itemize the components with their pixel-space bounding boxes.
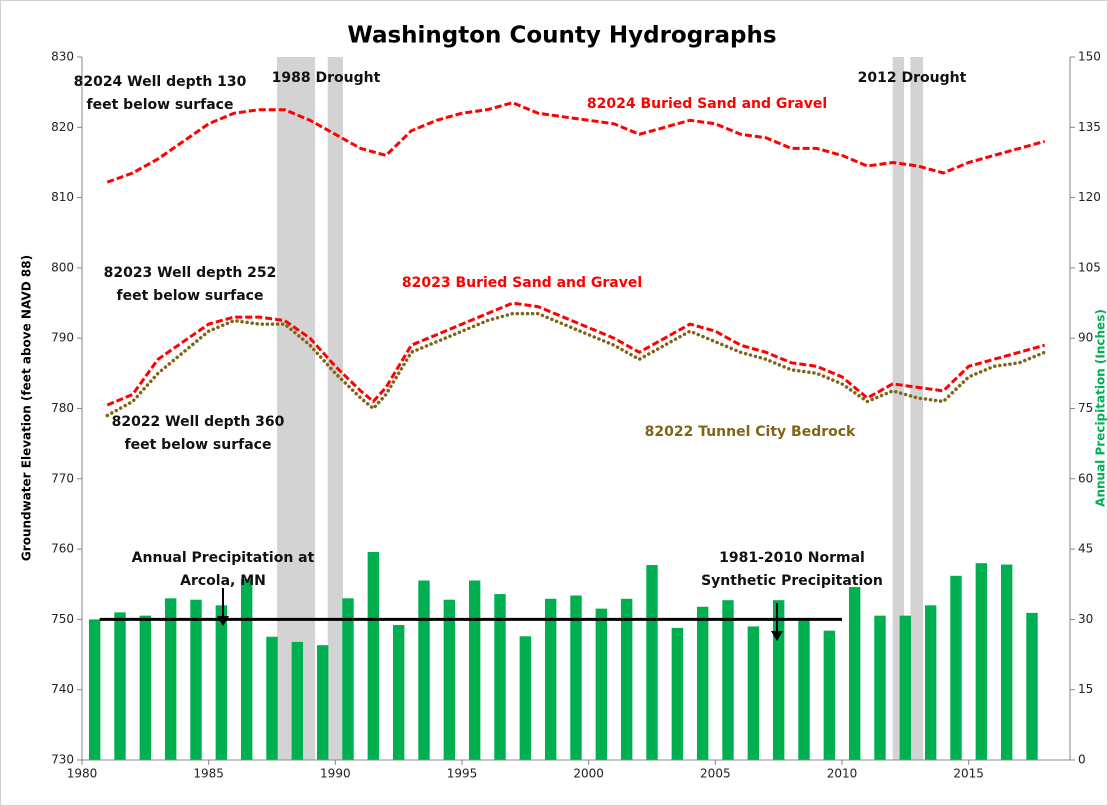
y-tick-label: 750 [51, 612, 74, 626]
y-tick-label: 740 [51, 682, 74, 696]
annotation: feet below surface [125, 437, 272, 453]
precip-bar [1000, 564, 1013, 760]
y2-tick-label: 120 [1078, 190, 1101, 204]
precip-bar [924, 605, 937, 760]
x-tick-label: 2015 [953, 767, 984, 781]
precip-bar [88, 619, 101, 760]
y2-tick-label: 135 [1078, 120, 1101, 134]
y-tick-label: 770 [51, 471, 74, 485]
precip-bar [646, 565, 658, 760]
precip-bar [848, 587, 861, 760]
well-line [105, 311, 1047, 418]
annotation: 82024 Buried Sand and Gravel [587, 96, 827, 112]
x-tick-label: 1990 [320, 767, 351, 781]
annotations: 82024 Well depth 130 feet below surface 19… [74, 70, 967, 589]
y-tick-label: 730 [51, 753, 74, 767]
precip-bar [139, 615, 152, 760]
drought-band [910, 57, 924, 760]
y-axis-title: Groundwater Elevation (feet above NAVD 8… [20, 255, 34, 561]
x-tick-label: 1980 [67, 767, 98, 781]
y2-tick-label: 150 [1078, 50, 1101, 64]
annotation: feet below surface [117, 288, 264, 304]
axes: 730 740 750 760 770 780 790 800 810 820 830 0 15 30 45… [51, 50, 1101, 781]
annotation: 82023 Buried Sand and Gravel [402, 275, 642, 291]
annotation: 82024 Well depth 130 [74, 74, 247, 90]
precip-bar [570, 595, 582, 760]
y2-axis-title: Annual Precipitation (Inches) [1094, 309, 1108, 507]
precip-bar [215, 605, 228, 760]
y-tick-label: 820 [51, 120, 74, 134]
x-tick-label: 2010 [827, 767, 858, 781]
precip-bar [874, 615, 886, 760]
annotation: feet below surface [87, 97, 234, 113]
precip-bar [620, 598, 633, 760]
chart-title: Washington County Hydrographs [347, 23, 776, 49]
precip-bar [975, 563, 988, 760]
precip-bar [164, 598, 177, 760]
precip-bar [519, 636, 532, 760]
y-tick-label: 790 [51, 331, 74, 345]
precip-bar [1026, 612, 1038, 760]
annotation: 82023 Well depth 252 [104, 265, 277, 281]
precip-bar [798, 620, 810, 760]
precip-bar [950, 575, 962, 760]
y2-tick-label: 15 [1078, 682, 1093, 696]
annotation: 82022 Well depth 360 [112, 414, 285, 430]
y-tick-label: 800 [51, 260, 74, 274]
annotation: Synthetic Precipitation [701, 573, 883, 589]
well-line [106, 301, 1046, 407]
well-line [106, 101, 1046, 184]
x-tick-label: 1995 [447, 767, 478, 781]
precip-bar [722, 600, 734, 760]
precip-bar [443, 599, 456, 760]
annotation: Annual Precipitation at [132, 550, 315, 566]
y-tick-label: 810 [51, 190, 74, 204]
y2-tick-label: 30 [1078, 612, 1093, 626]
precip-bar [595, 608, 608, 760]
precip-bar [392, 625, 405, 760]
precip-bar [772, 600, 785, 760]
precip-bar [696, 606, 709, 760]
lines [105, 101, 1047, 418]
annotation: 2012 Drought [858, 70, 967, 86]
x-tick-label: 1985 [193, 767, 224, 781]
arrow-head [771, 631, 783, 641]
x-tick-label: 2005 [700, 767, 731, 781]
precip-bar [342, 598, 354, 760]
precip-bar [544, 598, 557, 760]
y-tick-label: 760 [51, 542, 74, 556]
precip-bar [671, 627, 684, 760]
precip-bar [240, 579, 253, 760]
precip-bar [418, 580, 430, 760]
precip-bar [747, 626, 760, 760]
precip-bar [367, 551, 380, 760]
bars [88, 551, 1038, 760]
precip-bar [114, 612, 126, 760]
precip-bar [468, 580, 481, 760]
precip-bar [291, 641, 304, 760]
precip-bar [823, 630, 836, 760]
y2-tick-label: 90 [1078, 331, 1093, 345]
x-tick-label: 2000 [573, 767, 604, 781]
y2-tick-label: 75 [1078, 401, 1093, 415]
precip-bar [190, 599, 202, 760]
y-tick-label: 830 [51, 50, 74, 64]
y2-tick-label: 60 [1078, 471, 1093, 485]
y2-tick-label: 0 [1078, 753, 1086, 767]
arrow-head [217, 616, 229, 626]
annotation: Arcola, MN [180, 573, 266, 589]
annotation: 1988 Drought [272, 70, 381, 86]
y2-tick-label: 45 [1078, 542, 1093, 556]
annotation: 82022 Tunnel City Bedrock [645, 424, 856, 440]
precip-bar [266, 636, 278, 760]
precip-bar [316, 645, 329, 760]
drought-band [892, 57, 905, 760]
annotation: 1981-2010 Normal [719, 550, 865, 566]
precip-bar [899, 615, 912, 760]
y2-tick-label: 105 [1078, 260, 1101, 274]
y-tick-label: 780 [51, 401, 74, 415]
drought-band [327, 57, 343, 760]
precip-bar [494, 594, 506, 760]
